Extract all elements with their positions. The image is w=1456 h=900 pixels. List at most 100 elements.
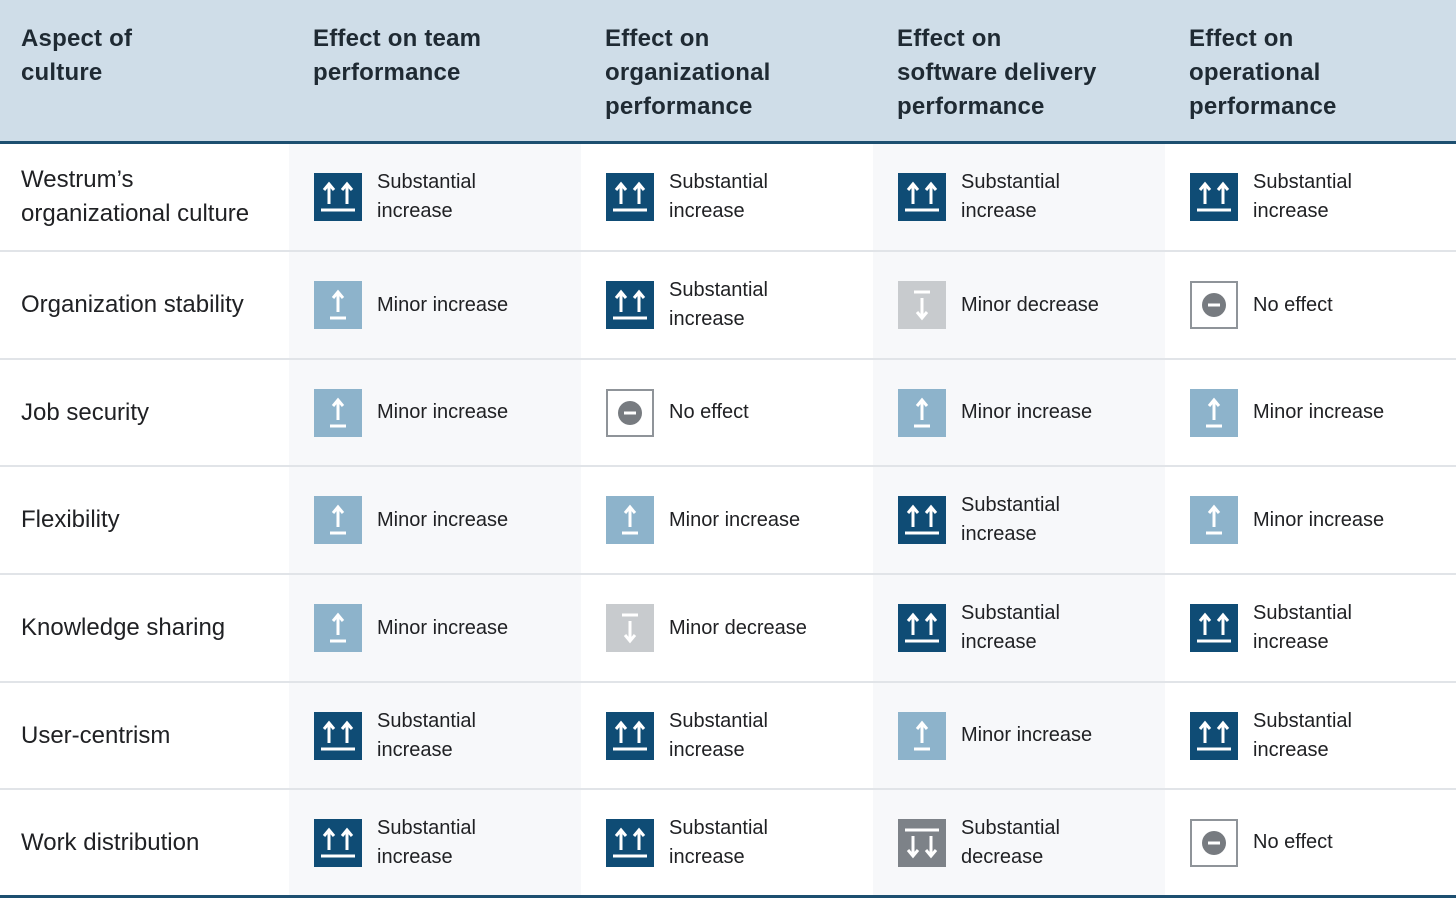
table-row: User-centrism Substantial increase Substa… xyxy=(0,683,1456,790)
header-aspect: Aspect of culture xyxy=(21,25,133,86)
down-arrow-icon xyxy=(898,281,946,329)
effect-cell-organizational: Substantial increase xyxy=(606,683,898,788)
effect-label: Substantial increase xyxy=(961,171,1060,222)
effect-label: Substantial increase xyxy=(377,709,476,761)
effect-cell-operational: Substantial increase xyxy=(1190,144,1456,250)
double-up-arrow-icon xyxy=(606,173,654,221)
effect-cell-software-delivery: Minor increase xyxy=(898,360,1190,465)
double-up-arrow-icon xyxy=(898,604,946,652)
effect-cell-team: Substantial increase xyxy=(314,144,606,250)
double-up-arrow-icon xyxy=(606,281,654,329)
minus-circle-icon xyxy=(606,388,654,437)
effect-cell-operational: Minor increase xyxy=(1190,360,1456,465)
effect-label: Minor increase xyxy=(961,401,1093,423)
aspect-label: Job security xyxy=(21,398,150,426)
effect-label: Minor increase xyxy=(377,508,509,531)
minus-circle-icon xyxy=(1190,818,1238,867)
up-arrow-icon xyxy=(898,711,946,760)
effect-cell-operational: Substantial increase xyxy=(1190,683,1456,788)
up-arrow-icon xyxy=(898,388,946,437)
effect-cell-team: Minor increase xyxy=(314,252,606,358)
effect-cell-organizational: Minor increase xyxy=(606,467,898,573)
double-up-arrow-icon xyxy=(606,818,654,867)
effect-cell-software-delivery: Substantial decrease xyxy=(898,790,1190,895)
effect-label: Substantial increase xyxy=(1253,171,1352,222)
double-up-arrow-icon xyxy=(314,818,362,867)
effect-label: Substantial increase xyxy=(669,171,768,222)
header-team-performance: Effect on team performance xyxy=(313,25,482,86)
effect-label: Substantial increase xyxy=(1253,709,1352,761)
effect-label: Substantial increase xyxy=(669,279,768,330)
double-down-arrow-icon xyxy=(898,818,946,867)
effect-label: Substantial increase xyxy=(669,816,768,868)
header-organizational-performance: Effect on organizational performance xyxy=(605,25,771,120)
up-arrow-icon xyxy=(606,496,654,544)
effect-label: Substantial increase xyxy=(961,494,1060,545)
effect-label: Minor increase xyxy=(961,724,1093,746)
minus-circle-icon xyxy=(1190,281,1238,329)
double-up-arrow-icon xyxy=(606,711,654,760)
table-row: Flexibility Minor increase Minor increas… xyxy=(0,467,1456,575)
up-arrow-icon xyxy=(314,281,362,329)
up-arrow-icon xyxy=(1190,388,1238,437)
effect-label: Minor increase xyxy=(1253,401,1385,423)
effect-label: Substantial increase xyxy=(377,171,476,222)
effect-label: Substantial increase xyxy=(669,709,768,761)
effect-cell-team: Minor increase xyxy=(314,575,606,681)
table-row: Job security Minor increase No effect Min… xyxy=(0,360,1456,467)
table-row: Westrum’s organizational culture Substant… xyxy=(0,144,1456,252)
aspect-label: Work distribution xyxy=(21,828,200,856)
double-up-arrow-icon xyxy=(898,173,946,221)
effect-cell-team: Minor increase xyxy=(314,360,606,465)
effect-label: Minor increase xyxy=(377,293,509,316)
double-up-arrow-icon xyxy=(314,173,362,221)
effect-cell-organizational: Substantial increase xyxy=(606,252,898,358)
effect-cell-software-delivery: Substantial increase xyxy=(898,144,1190,250)
effect-cell-team: Substantial increase xyxy=(314,790,606,895)
aspect-label: Knowledge sharing xyxy=(21,614,226,641)
effect-cell-software-delivery: Substantial increase xyxy=(898,467,1190,573)
down-arrow-icon xyxy=(606,604,654,652)
up-arrow-icon xyxy=(1190,496,1238,544)
effect-label: Minor decrease xyxy=(669,616,807,639)
effect-cell-operational: No effect xyxy=(1190,790,1456,895)
table-header: Aspect of culture Effect on team performan… xyxy=(0,0,1456,144)
effect-label: Substantial increase xyxy=(961,602,1060,653)
up-arrow-icon xyxy=(314,604,362,652)
aspect-label: Westrum’s organizational culture xyxy=(21,166,250,227)
effect-cell-team: Substantial increase xyxy=(314,683,606,788)
double-up-arrow-icon xyxy=(1190,711,1238,760)
effect-cell-organizational: Substantial increase xyxy=(606,790,898,895)
double-up-arrow-icon xyxy=(898,496,946,544)
effect-cell-organizational: No effect xyxy=(606,360,898,465)
effect-cell-operational: Substantial increase xyxy=(1190,575,1456,681)
effect-label: Minor increase xyxy=(669,508,801,531)
double-up-arrow-icon xyxy=(314,711,362,760)
double-up-arrow-icon xyxy=(1190,173,1238,221)
effect-label: Minor increase xyxy=(1253,508,1385,531)
effect-cell-software-delivery: Minor decrease xyxy=(898,252,1190,358)
effect-label: No effect xyxy=(1253,831,1333,853)
header-operational-performance: Effect on operational performance xyxy=(1189,25,1337,120)
effect-cell-software-delivery: Minor increase xyxy=(898,683,1190,788)
effect-label: Substantial increase xyxy=(377,816,476,868)
table-row: Work distribution Substantial increase Su… xyxy=(0,790,1456,898)
aspect-label: Organization stability xyxy=(21,291,244,318)
double-up-arrow-icon xyxy=(1190,604,1238,652)
effect-label: Substantial decrease xyxy=(961,816,1060,868)
effect-label: Substantial increase xyxy=(1253,602,1352,653)
effect-label: Minor increase xyxy=(377,401,509,423)
effect-cell-team: Minor increase xyxy=(314,467,606,573)
aspect-label: Flexibility xyxy=(21,506,120,533)
up-arrow-icon xyxy=(314,496,362,544)
aspect-label: User-centrism xyxy=(21,721,171,749)
effect-label: Minor decrease xyxy=(961,293,1099,316)
table-row: Organization stability Minor increase Su… xyxy=(0,252,1456,360)
effect-label: Minor increase xyxy=(377,616,509,639)
up-arrow-icon xyxy=(314,388,362,437)
effect-cell-operational: Minor increase xyxy=(1190,467,1456,573)
effect-label: No effect xyxy=(1253,293,1333,316)
effect-cell-operational: No effect xyxy=(1190,252,1456,358)
effect-cell-organizational: Substantial increase xyxy=(606,144,898,250)
